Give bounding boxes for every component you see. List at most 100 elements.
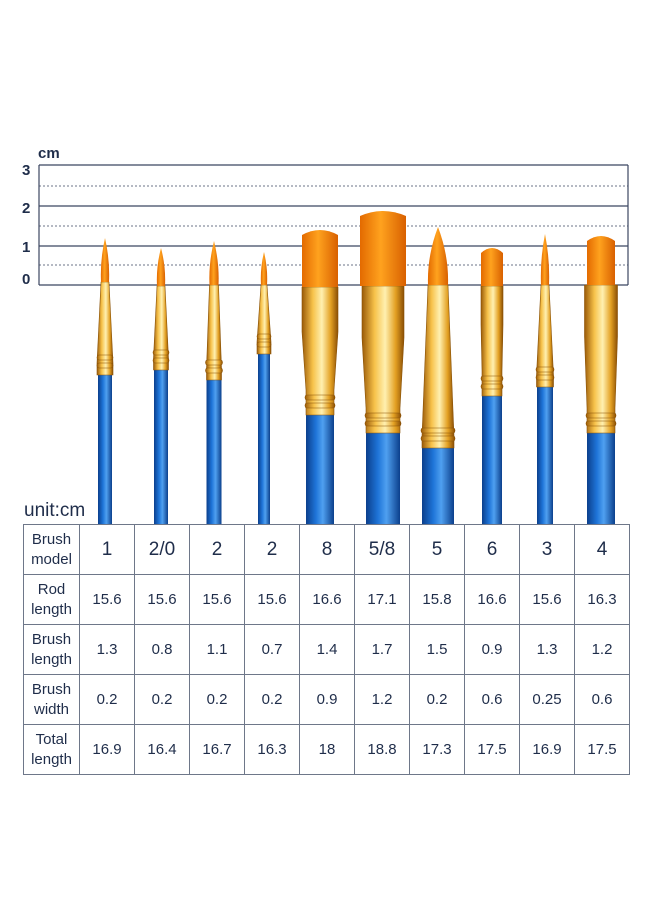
- cell: 0.9: [464, 624, 520, 675]
- row-total-length: Total length 16.9 16.4 16.7 16.3 18 18.8…: [23, 724, 630, 775]
- brush-bristles: [100, 238, 110, 282]
- ferrule-ring: [205, 367, 223, 374]
- ferrule-ring: [420, 427, 456, 434]
- cell: 18.8: [354, 724, 410, 775]
- cell: 6: [464, 524, 520, 575]
- brush-ferrule: [301, 286, 339, 416]
- row-rod-length: Rod length 15.6 15.6 15.6 15.6 16.6 17.1…: [23, 574, 630, 625]
- ferrule-ring: [96, 362, 114, 369]
- cell: 0.7: [244, 624, 300, 675]
- brush-handle: [537, 385, 553, 524]
- cell: 16.4: [134, 724, 190, 775]
- brush-bristles: [481, 248, 503, 286]
- brush-ferrule: [480, 285, 504, 397]
- row-brush-model: Brush model 1 2/0 2 2 8 5/8 5 6 3 4: [23, 524, 630, 575]
- cell: 16.9: [519, 724, 575, 775]
- ruler-mark-1: 1: [22, 239, 30, 256]
- brush-handle: [366, 431, 400, 524]
- cell: 3: [519, 524, 575, 575]
- cell: 0.2: [189, 674, 245, 725]
- ferrule-ring: [364, 412, 402, 419]
- brush-bristles: [156, 248, 166, 286]
- brush-bristles: [209, 241, 219, 285]
- brush: [256, 252, 272, 524]
- cell: 1.3: [79, 624, 135, 675]
- cell: 16.9: [79, 724, 135, 775]
- cell: 0.2: [79, 674, 135, 725]
- cell: 16.6: [299, 574, 355, 625]
- ferrule-ring: [480, 375, 504, 382]
- cell: 0.2: [134, 674, 190, 725]
- brush: [152, 248, 170, 524]
- ferrule-ring: [152, 357, 170, 364]
- cell: 16.3: [574, 574, 630, 625]
- brush: [420, 227, 456, 524]
- row-brush-length: Brush length 1.3 0.8 1.1 0.7 1.4 1.7 1.5…: [23, 624, 630, 675]
- row-brush-width: Brush width 0.2 0.2 0.2 0.2 0.9 1.2 0.2 …: [23, 674, 630, 725]
- cell: 16.6: [464, 574, 520, 625]
- brush-ferrule: [206, 284, 222, 381]
- cell: 1.1: [189, 624, 245, 675]
- brush: [584, 236, 618, 524]
- cell: 4: [574, 524, 630, 575]
- ferrule-ring: [304, 402, 336, 409]
- ferrule-ring: [256, 333, 272, 340]
- cell: 17.5: [464, 724, 520, 775]
- ruler-mark-3: 3: [22, 162, 30, 179]
- row-header: Brush model: [23, 524, 80, 575]
- ruler-mark-2: 2: [22, 200, 30, 217]
- cell: 17.3: [409, 724, 465, 775]
- cell: 1.4: [299, 624, 355, 675]
- cell: 0.2: [409, 674, 465, 725]
- ferrule-ring: [364, 420, 402, 427]
- brush-ferrule: [421, 284, 455, 449]
- cell: 1.2: [574, 624, 630, 675]
- brush-ferrule: [96, 281, 114, 376]
- ruler-unit: cm: [38, 145, 60, 162]
- ferrule-ring: [205, 359, 223, 366]
- cell: 8: [299, 524, 355, 575]
- brush: [480, 248, 504, 524]
- ruler-mark-0: 0: [22, 271, 30, 288]
- cell: 16.3: [244, 724, 300, 775]
- brush-handle: [258, 352, 270, 524]
- cell: 15.8: [409, 574, 465, 625]
- ferrule-ring: [585, 420, 617, 427]
- cell: 1.5: [409, 624, 465, 675]
- ferrule-ring: [420, 435, 456, 442]
- brush-handle: [154, 368, 168, 524]
- brush: [205, 241, 223, 524]
- ferrule-ring: [535, 374, 555, 381]
- cell: 15.6: [79, 574, 135, 625]
- ferrule-ring: [152, 349, 170, 356]
- cell: 5: [409, 524, 465, 575]
- ferrule-ring: [256, 341, 272, 348]
- brush-handle: [306, 413, 334, 524]
- row-header: Brush width: [23, 674, 80, 725]
- cell: 0.25: [519, 674, 575, 725]
- brush-bristles: [587, 236, 615, 285]
- brush-ferrule: [361, 285, 405, 434]
- ferrule-ring: [535, 366, 555, 373]
- cell: 0.6: [464, 674, 520, 725]
- brush: [96, 238, 114, 524]
- brush: [535, 234, 555, 524]
- row-header: Total length: [23, 724, 80, 775]
- row-header: Rod length: [23, 574, 80, 625]
- cell: 15.6: [134, 574, 190, 625]
- cell: 1.7: [354, 624, 410, 675]
- brush-handle: [482, 394, 502, 524]
- cell: 1: [79, 524, 135, 575]
- brush: [360, 211, 406, 524]
- brush-bristles: [360, 211, 406, 286]
- cell: 0.8: [134, 624, 190, 675]
- ferrule-ring: [585, 412, 617, 419]
- cell: 15.6: [189, 574, 245, 625]
- row-header: Brush length: [23, 624, 80, 675]
- brush-bristles: [427, 227, 449, 285]
- cell: 2: [244, 524, 300, 575]
- brush-handle: [422, 446, 454, 524]
- brush: [301, 230, 339, 524]
- brush-set: [96, 211, 618, 524]
